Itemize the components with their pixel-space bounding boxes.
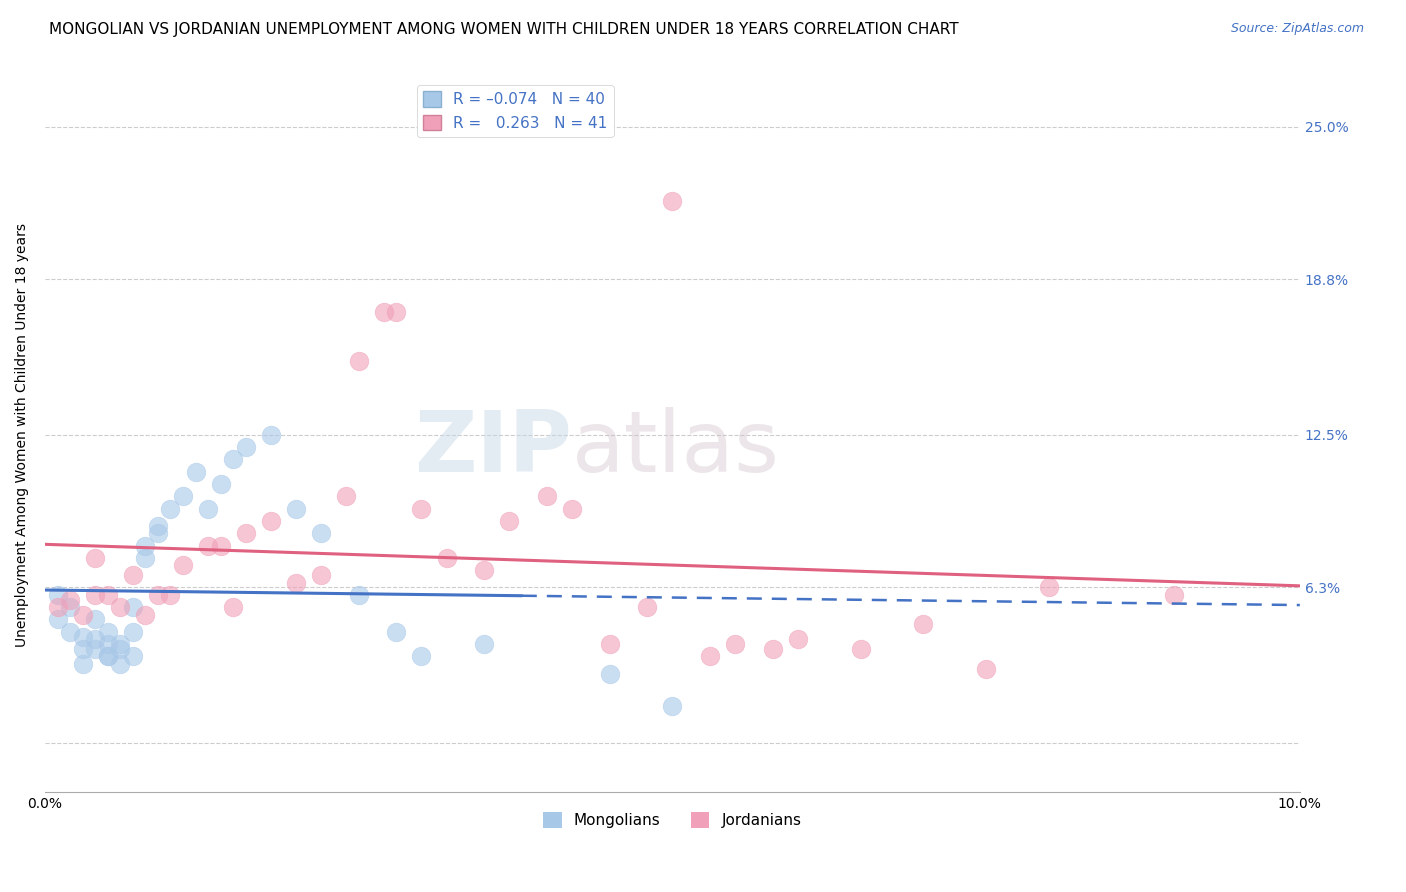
Point: [498, 514, 520, 528]
Point: [260, 514, 283, 528]
Point: [110, 637, 132, 651]
Point: [159, 588, 181, 602]
Point: [84, 642, 107, 657]
Text: MONGOLIAN VS JORDANIAN UNEMPLOYMENT AMONG WOMEN WITH CHILDREN UNDER 18 YEARS COR: MONGOLIAN VS JORDANIAN UNEMPLOYMENT AMON…: [49, 22, 959, 37]
Point: [172, 558, 194, 573]
Point: [309, 526, 332, 541]
Point: [260, 427, 283, 442]
Point: [849, 642, 872, 657]
Point: [699, 649, 721, 664]
Point: [661, 698, 683, 713]
Point: [121, 624, 143, 639]
Point: [134, 607, 156, 622]
Point: [1038, 581, 1060, 595]
Point: [472, 563, 495, 577]
Point: [97, 649, 120, 664]
Point: [84, 550, 107, 565]
Point: [235, 526, 257, 541]
Point: [134, 539, 156, 553]
Point: [59, 592, 82, 607]
Point: [110, 600, 132, 615]
Point: [411, 501, 433, 516]
Point: [84, 632, 107, 647]
Point: [284, 575, 307, 590]
Point: [1163, 588, 1185, 602]
Point: [72, 642, 94, 657]
Point: [385, 304, 408, 318]
Point: [974, 662, 997, 676]
Point: [411, 649, 433, 664]
Point: [146, 519, 169, 533]
Point: [912, 617, 935, 632]
Point: [97, 649, 120, 664]
Point: [159, 501, 181, 516]
Point: [146, 588, 169, 602]
Point: [536, 489, 558, 503]
Point: [197, 501, 219, 516]
Y-axis label: Unemployment Among Women with Children Under 18 years: Unemployment Among Women with Children U…: [15, 223, 30, 647]
Point: [97, 624, 120, 639]
Point: [385, 624, 408, 639]
Point: [110, 657, 132, 671]
Point: [335, 489, 357, 503]
Point: [134, 550, 156, 565]
Point: [121, 649, 143, 664]
Point: [786, 632, 808, 647]
Point: [209, 477, 232, 491]
Point: [209, 539, 232, 553]
Point: [436, 550, 458, 565]
Point: [222, 452, 245, 467]
Point: [146, 526, 169, 541]
Point: [97, 588, 120, 602]
Point: [197, 539, 219, 553]
Point: [599, 666, 621, 681]
Point: [121, 568, 143, 582]
Point: [72, 630, 94, 644]
Point: [235, 440, 257, 454]
Point: [636, 600, 658, 615]
Point: [121, 600, 143, 615]
Point: [59, 624, 82, 639]
Text: ZIP: ZIP: [415, 408, 572, 491]
Legend: Mongolians, Jordanians: Mongolians, Jordanians: [537, 806, 807, 834]
Point: [561, 501, 583, 516]
Point: [59, 600, 82, 615]
Point: [309, 568, 332, 582]
Point: [661, 194, 683, 208]
Point: [222, 600, 245, 615]
Point: [46, 612, 69, 626]
Point: [762, 642, 785, 657]
Point: [347, 588, 370, 602]
Text: Source: ZipAtlas.com: Source: ZipAtlas.com: [1230, 22, 1364, 36]
Point: [373, 304, 395, 318]
Point: [72, 607, 94, 622]
Point: [97, 637, 120, 651]
Point: [184, 465, 207, 479]
Point: [46, 588, 69, 602]
Point: [110, 642, 132, 657]
Point: [72, 657, 94, 671]
Point: [84, 612, 107, 626]
Text: atlas: atlas: [572, 408, 780, 491]
Point: [284, 501, 307, 516]
Point: [84, 588, 107, 602]
Point: [724, 637, 747, 651]
Point: [347, 353, 370, 368]
Point: [599, 637, 621, 651]
Point: [172, 489, 194, 503]
Point: [472, 637, 495, 651]
Point: [46, 600, 69, 615]
